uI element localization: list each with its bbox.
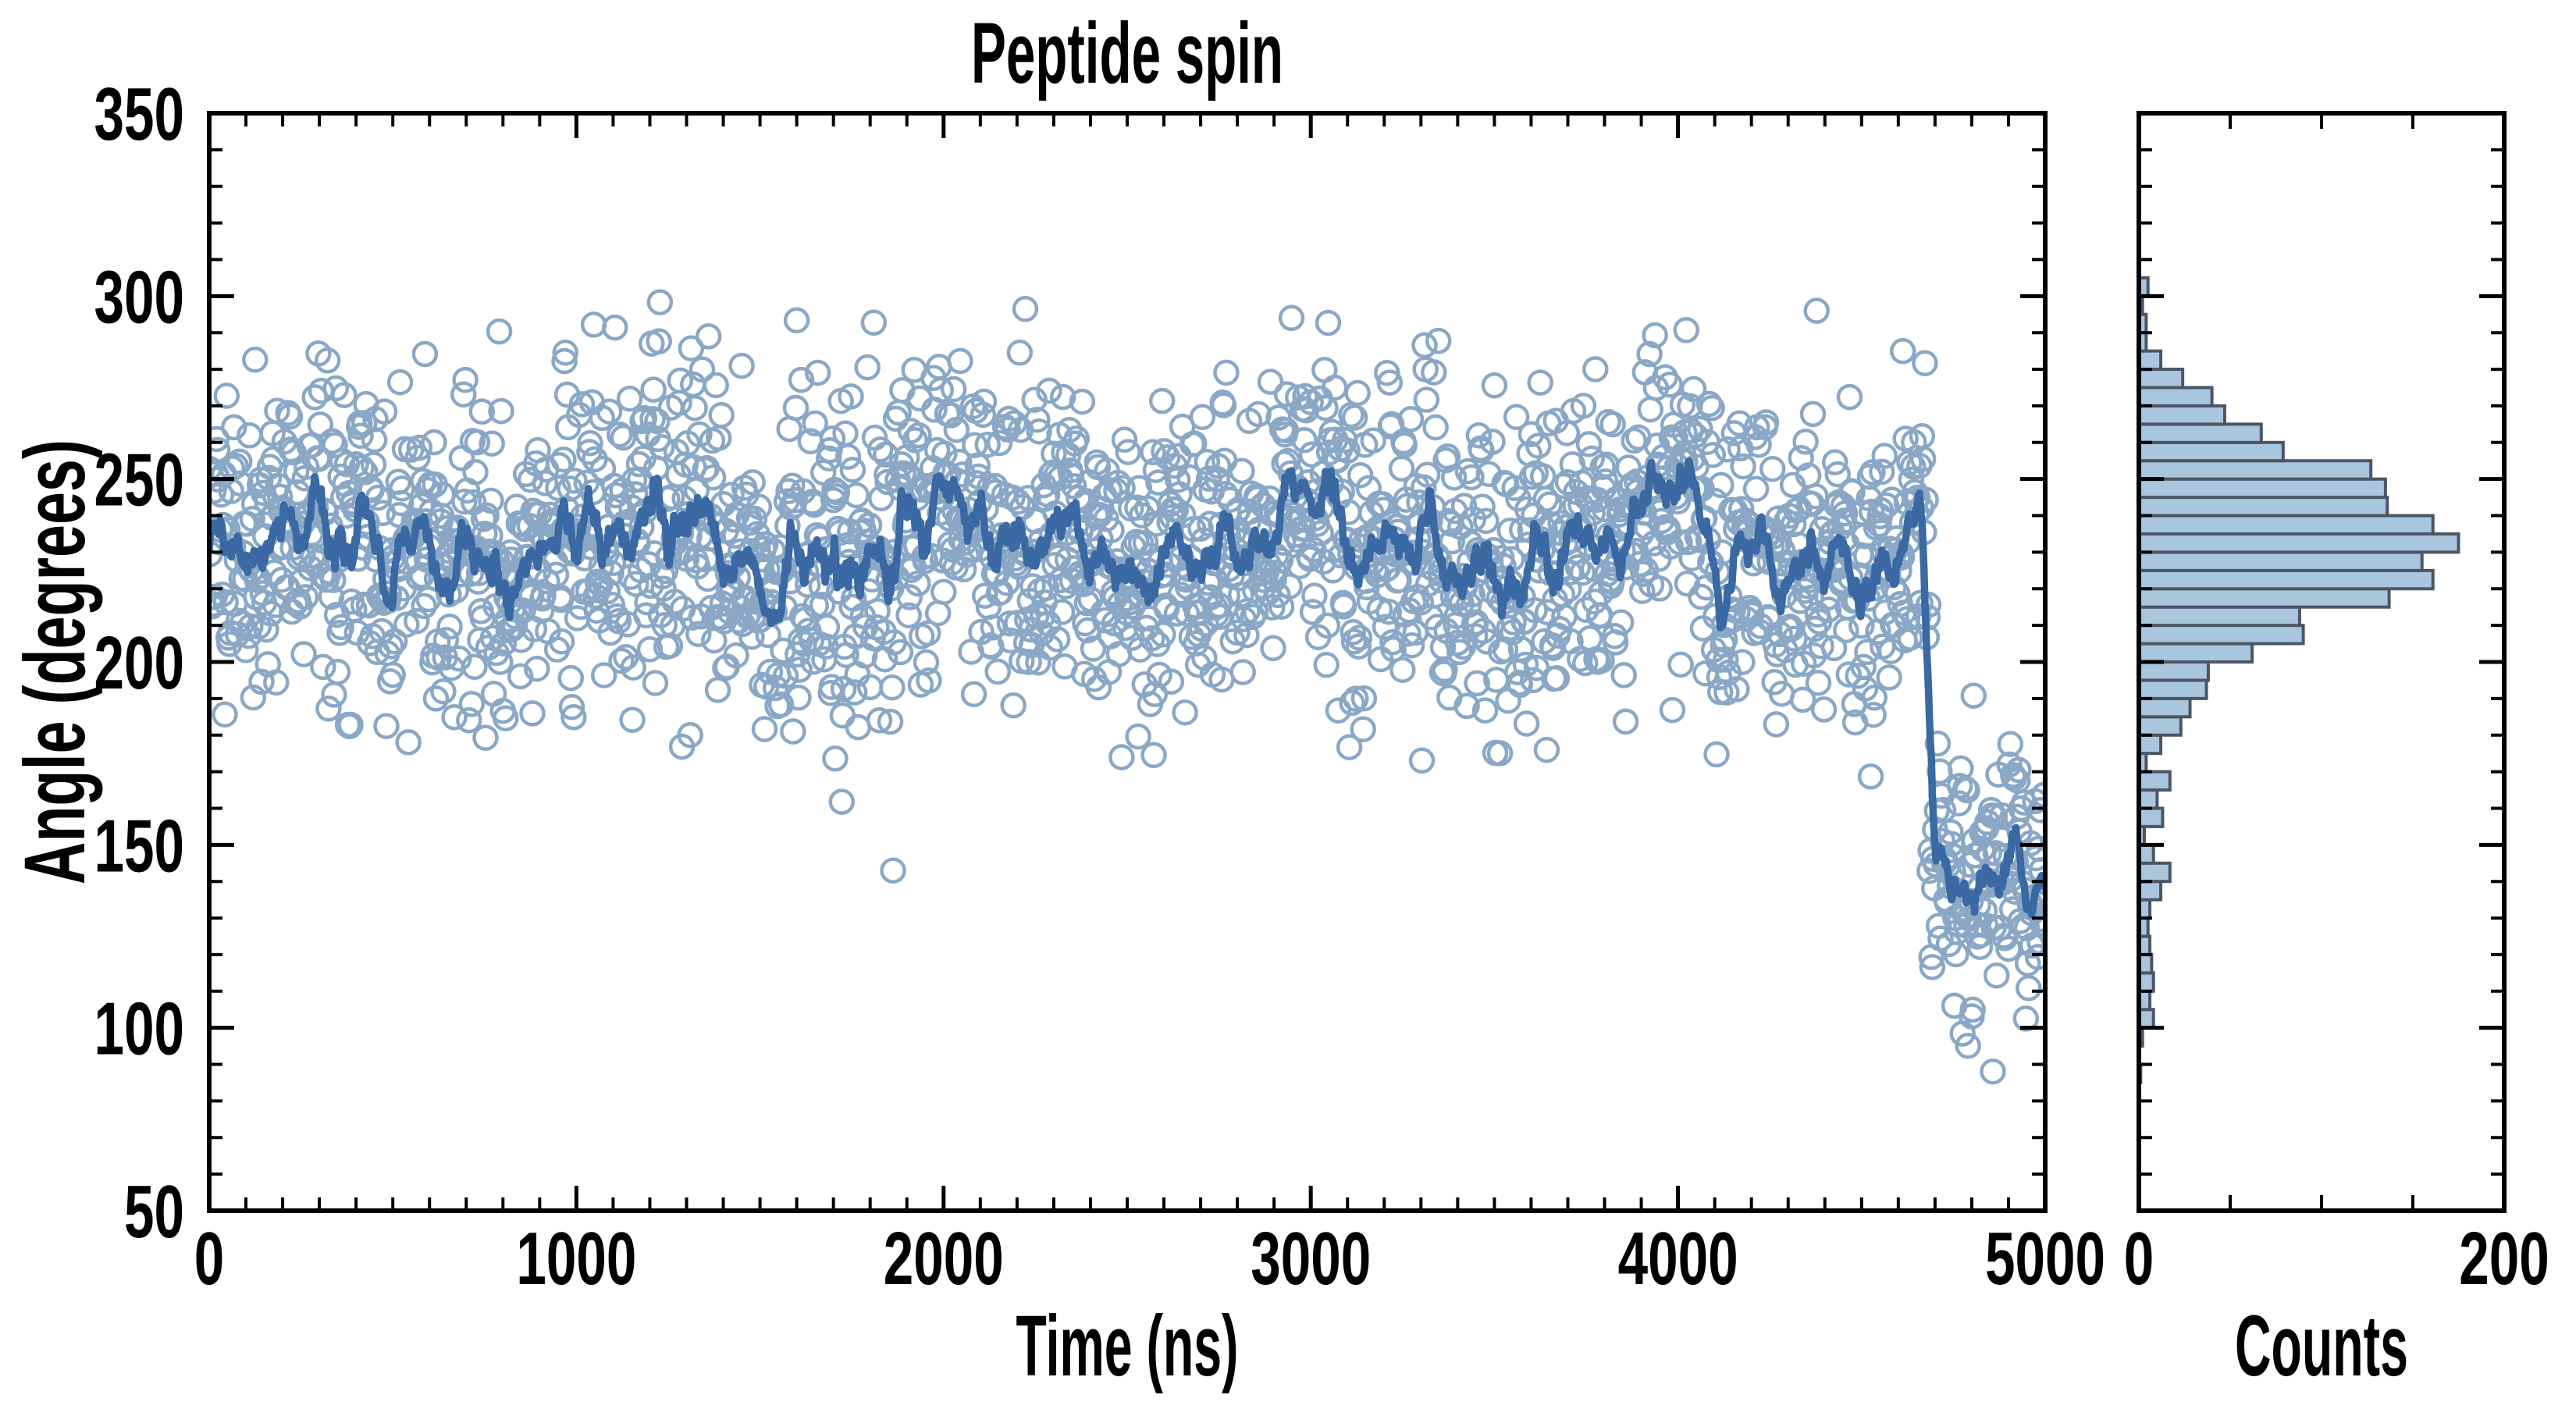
- running-average-line: [209, 457, 2045, 919]
- histogram-bar: [2137, 532, 2460, 554]
- y-tick-label: 300: [94, 255, 185, 339]
- axis-ticks: [207, 111, 2504, 1213]
- histogram-bar: [2137, 459, 2373, 481]
- histogram-bar: [2137, 770, 2172, 792]
- y-tick-label: 150: [94, 804, 185, 888]
- x-tick-label: 4000: [1618, 1217, 1738, 1300]
- histogram-bar: [2137, 660, 2210, 682]
- x-tick-label: 5000: [1985, 1217, 2105, 1300]
- plot-title: Peptide spin: [971, 5, 1283, 101]
- counts-tick-label: 200: [2459, 1217, 2549, 1300]
- histogram-bar: [2137, 678, 2208, 700]
- histogram-bar: [2137, 477, 2387, 500]
- y-tick-label: 200: [94, 621, 185, 705]
- y-tick-label: 350: [94, 73, 185, 156]
- x-tick-label: 3000: [1251, 1217, 1371, 1300]
- counts-axis-label: Counts: [2235, 1298, 2408, 1394]
- histogram-bar: [2137, 386, 2214, 407]
- histogram-bar: [2137, 404, 2226, 426]
- histogram-bar: [2137, 605, 2301, 628]
- histogram-bar: [2137, 514, 2435, 535]
- histogram-bar: [2137, 587, 2391, 609]
- y-axis-label: Angle (degrees): [7, 439, 103, 884]
- histogram-bar: [2137, 496, 2389, 518]
- x-axis-label: Time (ns): [1016, 1298, 1239, 1394]
- histogram-bar: [2137, 642, 2254, 664]
- y-tick-label: 50: [124, 1170, 184, 1254]
- histogram-bar: [2137, 422, 2263, 444]
- histogram-bar: [2137, 788, 2159, 810]
- histogram-bar: [2137, 440, 2285, 463]
- x-tick-label: 0: [194, 1217, 225, 1300]
- y-tick-label: 250: [94, 439, 185, 522]
- histogram-bar: [2137, 733, 2163, 756]
- histogram-bar: [2137, 880, 2163, 902]
- x-tick-label: 2000: [884, 1217, 1004, 1300]
- histogram-bars: [2137, 276, 2460, 1084]
- histogram-bar: [2137, 715, 2183, 737]
- histogram-bar: [2137, 368, 2185, 390]
- histogram-bar: [2137, 696, 2192, 719]
- histogram-bar: [2137, 568, 2435, 591]
- y-tick-label: 100: [94, 987, 185, 1071]
- histogram-bar: [2137, 624, 2305, 646]
- histogram-bar: [2137, 550, 2424, 572]
- counts-tick-label: 0: [2124, 1217, 2154, 1300]
- histogram-bar: [2137, 349, 2163, 372]
- histogram-bar: [2137, 806, 2165, 828]
- histogram-bar: [2137, 861, 2172, 884]
- x-tick-label: 1000: [516, 1217, 636, 1300]
